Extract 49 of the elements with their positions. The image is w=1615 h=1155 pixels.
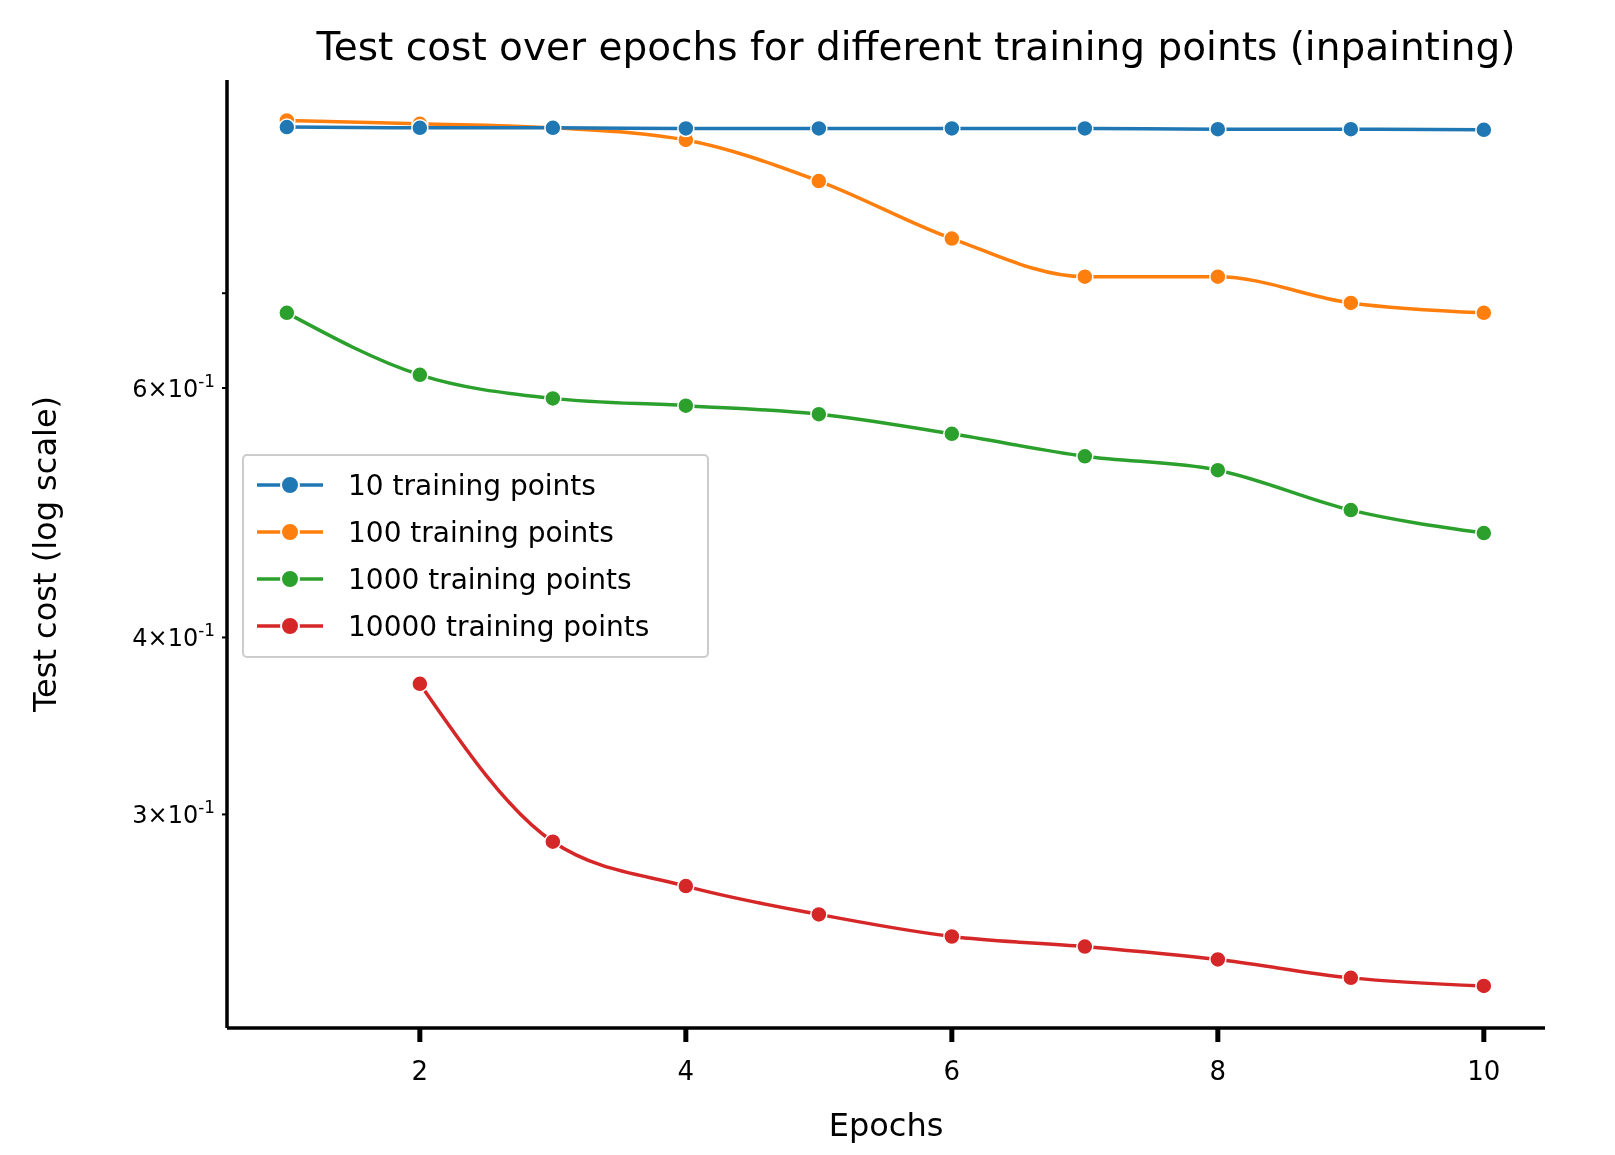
point — [1475, 304, 1493, 322]
point — [278, 118, 296, 136]
point — [677, 396, 695, 415]
point — [1342, 501, 1360, 519]
legend-label: 100 training points — [348, 516, 614, 549]
x-tick-label: 2 — [411, 1056, 429, 1086]
point — [677, 877, 695, 895]
point — [1209, 461, 1227, 479]
point — [411, 675, 429, 693]
point — [1076, 268, 1094, 286]
legend-label: 10000 training points — [348, 610, 650, 643]
point — [411, 119, 429, 137]
x-tick-label: 10 — [1467, 1056, 1501, 1086]
point — [1209, 120, 1227, 138]
point — [1475, 121, 1493, 139]
point — [810, 905, 828, 924]
point — [1342, 294, 1360, 312]
point — [544, 389, 562, 408]
point — [411, 366, 429, 384]
point — [278, 304, 296, 322]
point — [1209, 268, 1227, 286]
legend-label: 1000 training points — [348, 563, 632, 596]
point — [1076, 119, 1094, 138]
y-axis-title: Test cost (log scale) — [26, 395, 64, 714]
point — [544, 832, 562, 851]
y-tick-label: 3×10$^{-1}$ — [132, 797, 215, 830]
legend-label: 10 training points — [348, 469, 596, 502]
point — [943, 119, 961, 138]
point — [810, 119, 828, 138]
y-tick-label: 6×10$^{-1}$ — [132, 371, 215, 404]
point — [810, 172, 828, 190]
point — [943, 229, 961, 248]
x-tick-label: 8 — [1209, 1056, 1227, 1086]
point — [1076, 447, 1094, 466]
point — [1475, 524, 1493, 542]
y-tick-label: 4×10$^{-1}$ — [132, 620, 215, 653]
point — [943, 425, 961, 443]
point — [677, 119, 695, 138]
x-tick-label: 4 — [677, 1056, 695, 1086]
point — [810, 405, 828, 423]
point — [1342, 969, 1360, 987]
point — [1475, 977, 1493, 995]
chart-title: Test cost over epochs for different training points (inpainting) — [315, 24, 1516, 69]
x-tick-label: 6 — [943, 1056, 961, 1086]
point — [1342, 120, 1360, 138]
x-axis-title: Epochs — [828, 1106, 944, 1144]
point — [943, 927, 961, 946]
point — [1209, 950, 1227, 969]
point — [1076, 937, 1094, 956]
